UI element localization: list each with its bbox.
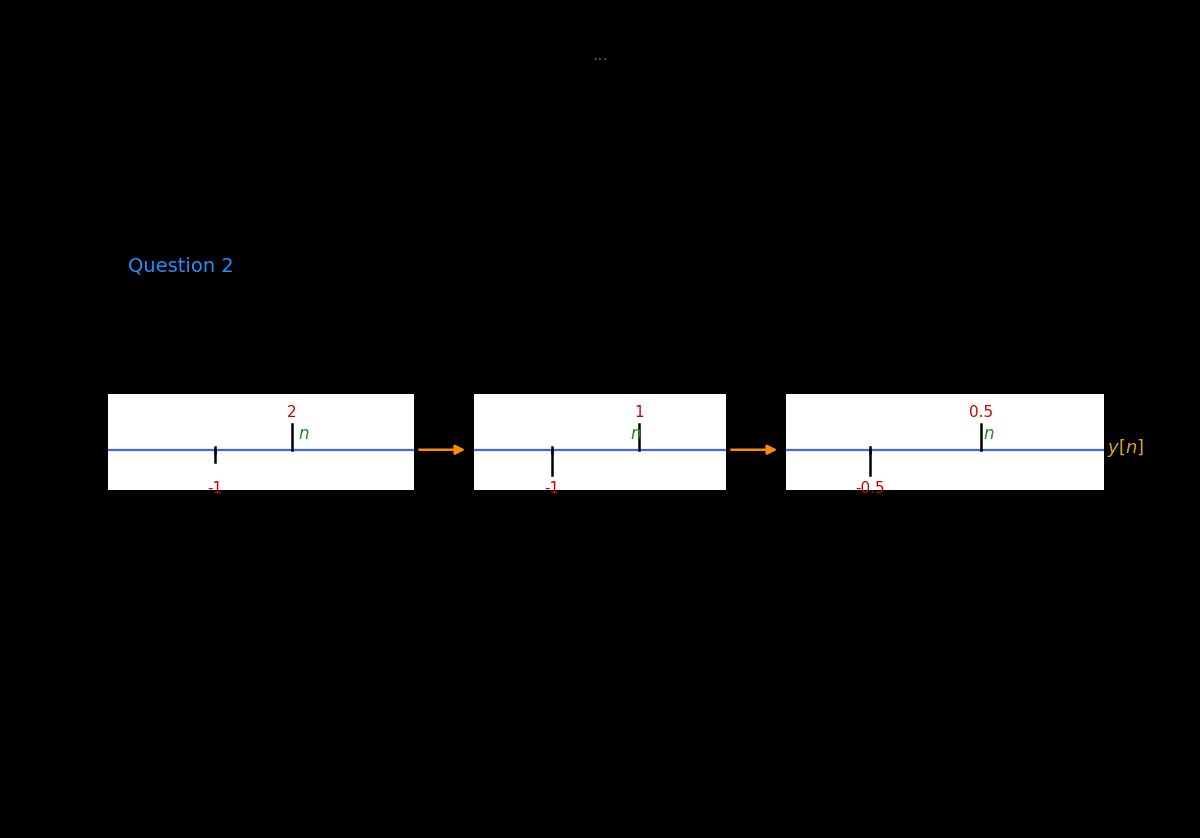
Text: -1: -1 <box>208 481 223 496</box>
Text: $y[n]$: $y[n]$ <box>1106 437 1144 459</box>
Text: -0.5: -0.5 <box>854 481 884 496</box>
Text: ii. Plot the system magnitude spectrum: ii. Plot the system magnitude spectrum <box>132 630 476 648</box>
Text: 1: 1 <box>635 406 644 421</box>
Text: $n$: $n$ <box>298 425 310 442</box>
Text: b) When the input signal $x(t) = te^{-t}\,u(t)$ is applied to LIT system,: b) When the input signal $x(t) = te^{-t}… <box>132 535 689 559</box>
Text: $n$: $n$ <box>630 425 642 442</box>
Text: i. Find the system impulse response: i. Find the system impulse response <box>132 598 446 616</box>
Text: ...: ... <box>592 46 608 64</box>
Text: Question 2: Question 2 <box>127 257 234 276</box>
Text: $n$: $n$ <box>983 425 995 442</box>
Text: -1: -1 <box>545 481 559 496</box>
Text: 2: 2 <box>287 406 296 421</box>
Text: a) Find the output signal $y[n]$ for the system shown in the figure: a) Find the output signal $y[n]$ for the… <box>132 503 692 525</box>
Text: 0.5: 0.5 <box>970 406 994 421</box>
Text: the output is found to be $y(t) = 4[e^{-3t} - e^{-2t}]\,u(t)$: the output is found to be $y(t) = 4[e^{-… <box>132 566 556 591</box>
